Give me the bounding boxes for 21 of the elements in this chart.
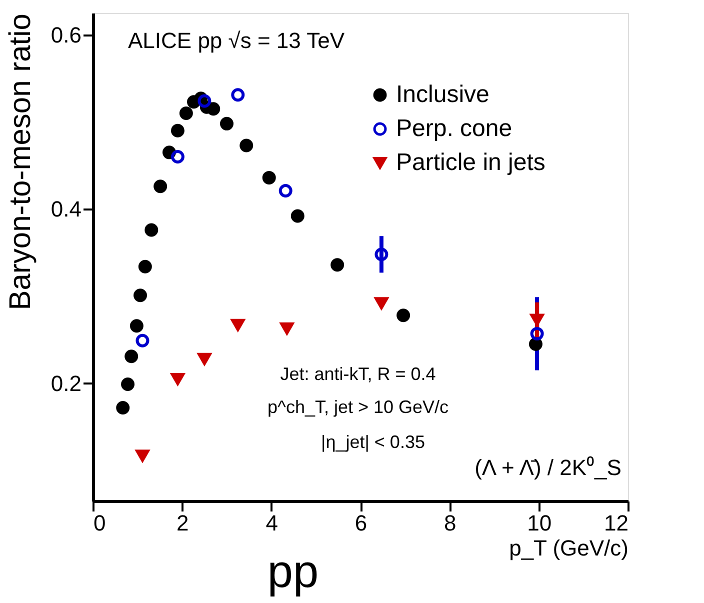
y-tick-label: 0.2 [50,370,82,396]
text: pp [267,545,319,597]
x-tick-label: 8 [444,510,456,536]
y-tick-label: 0.4 [50,196,82,222]
x-axis-title: p_T (GeV/c) [509,536,628,560]
x-tick-label: 2 [176,510,189,536]
annotation: Jet: anti-kT, R = 0.4 [280,364,436,384]
y-axis-title: Baryon-to-meson ratio [4,14,37,310]
x-tick-label: 6 [354,510,368,536]
x-tick-label: 12 [604,510,628,536]
x-tick-label: 4 [266,510,278,536]
y-tick-label: 0.6 [50,22,82,48]
annotation: ALICE pp √s = 13 TeV [128,28,345,53]
annotation: |η_jet| < 0.35 [321,432,425,452]
x-tick-label: 10 [527,510,552,536]
x-tick-label: 0 [94,510,106,536]
legend-label: Perp. cone [396,115,512,142]
annotation: (Λ + Λ̄) / 2K⁰_S [474,455,622,480]
legend-label: Particle in jets [396,149,546,176]
annotation: p^ch_T, jet > 10 GeV/c [267,397,449,417]
legend-label: Inclusive [396,81,490,108]
